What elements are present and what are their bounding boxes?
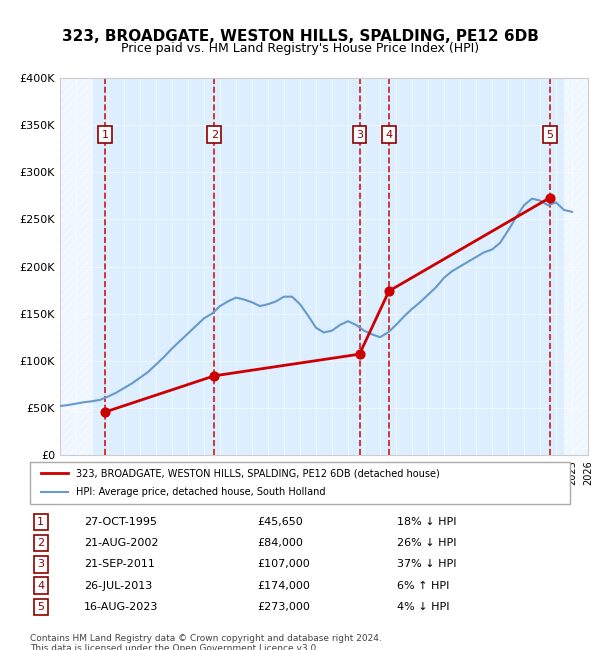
Bar (564, 78, 588, 455)
Text: 3: 3 (37, 560, 44, 569)
Text: 18% ↓ HPI: 18% ↓ HPI (397, 517, 457, 527)
Text: Price paid vs. HM Land Registry's House Price Index (HPI): Price paid vs. HM Land Registry's House … (121, 42, 479, 55)
Bar (60, 78, 92, 455)
Text: 6% ↑ HPI: 6% ↑ HPI (397, 580, 449, 591)
Point (355, 349, 364, 359)
Text: 4% ↓ HPI: 4% ↓ HPI (397, 602, 450, 612)
Text: HPI: Average price, detached house, South Holland: HPI: Average price, detached house, Sout… (76, 487, 325, 497)
Text: 16-AUG-2023: 16-AUG-2023 (84, 602, 158, 612)
Text: £84,000: £84,000 (257, 538, 302, 548)
Text: 21-AUG-2002: 21-AUG-2002 (84, 538, 158, 548)
Text: £107,000: £107,000 (257, 560, 310, 569)
Text: 1: 1 (101, 129, 109, 140)
Text: 37% ↓ HPI: 37% ↓ HPI (397, 560, 457, 569)
FancyBboxPatch shape (30, 462, 570, 504)
Text: £45,650: £45,650 (257, 517, 302, 527)
Text: £273,000: £273,000 (257, 602, 310, 612)
Point (209, 370, 219, 381)
Text: 323, BROADGATE, WESTON HILLS, SPALDING, PE12 6DB (detached house): 323, BROADGATE, WESTON HILLS, SPALDING, … (76, 469, 440, 478)
Text: 3: 3 (356, 129, 363, 140)
Point (545, 192, 555, 203)
Text: 5: 5 (37, 602, 44, 612)
Text: 4: 4 (37, 580, 44, 591)
Text: Contains HM Land Registry data © Crown copyright and database right 2024.
This d: Contains HM Land Registry data © Crown c… (30, 634, 382, 650)
Text: 26-JUL-2013: 26-JUL-2013 (84, 580, 152, 591)
Text: 26% ↓ HPI: 26% ↓ HPI (397, 538, 457, 548)
Text: 21-SEP-2011: 21-SEP-2011 (84, 560, 155, 569)
Text: 2: 2 (211, 129, 218, 140)
Text: 1: 1 (37, 517, 44, 527)
Point (100, 407, 110, 417)
Text: 2: 2 (37, 538, 44, 548)
Text: £174,000: £174,000 (257, 580, 310, 591)
Text: 27-OCT-1995: 27-OCT-1995 (84, 517, 157, 527)
Text: 323, BROADGATE, WESTON HILLS, SPALDING, PE12 6DB: 323, BROADGATE, WESTON HILLS, SPALDING, … (62, 29, 538, 44)
Point (384, 286, 394, 296)
Text: 4: 4 (385, 129, 392, 140)
Text: 5: 5 (547, 129, 553, 140)
